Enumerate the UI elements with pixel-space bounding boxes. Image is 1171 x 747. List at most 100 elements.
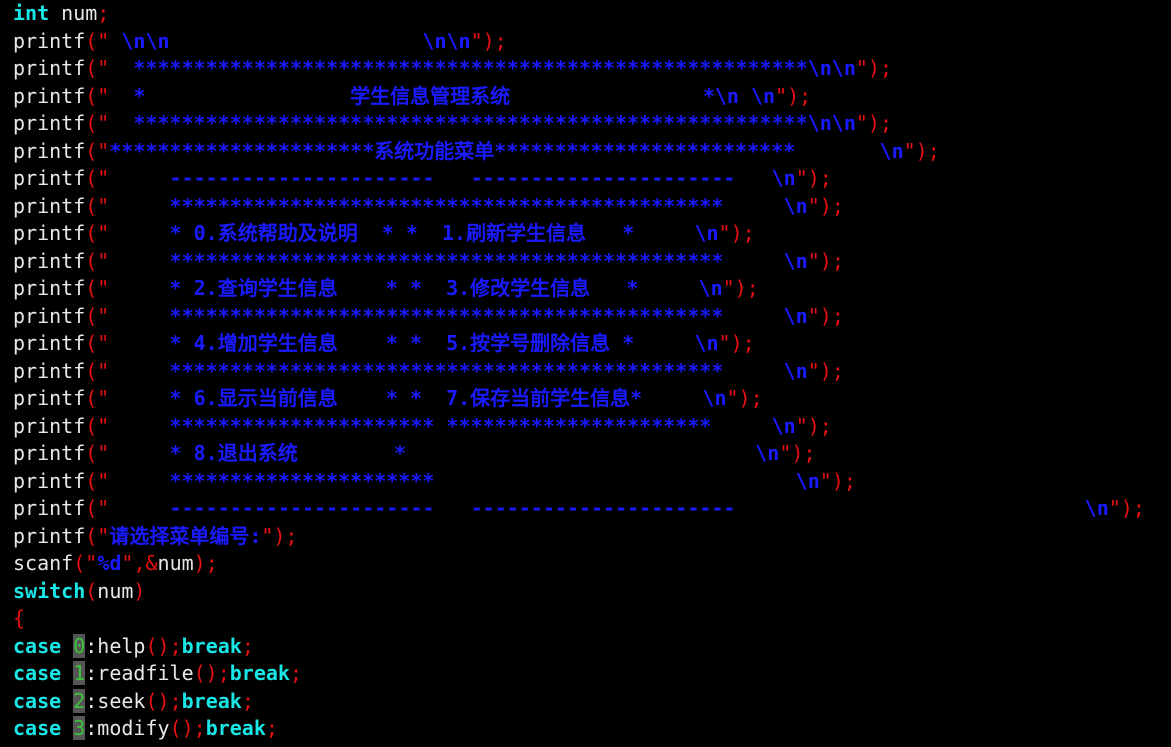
code-line: printf(" ---------------------- --------… (13, 495, 1171, 523)
code-line: { (13, 605, 1171, 633)
code-token: "); (722, 276, 759, 300)
code-line: printf("**********************系统功能菜单****… (13, 138, 1171, 166)
code-token: (" (85, 468, 110, 493)
code-token: \n\n \n\n (109, 28, 471, 53)
code-token: printf (13, 28, 86, 53)
code-token: ; (97, 1, 110, 25)
code-token: break (205, 716, 266, 740)
code-token: (" (85, 358, 110, 383)
code-token: ****************************************… (109, 193, 808, 218)
code-token: (); (169, 716, 206, 740)
code-token: "); (807, 193, 844, 218)
code-line: printf(" *******************************… (13, 303, 1171, 331)
code-line: printf(" *******************************… (13, 358, 1171, 386)
code-token: (" (85, 56, 110, 80)
code-token: ****************************************… (109, 248, 808, 273)
code-token: ********************** \n (109, 468, 820, 493)
code-token: break (181, 633, 242, 658)
code-line: case 0:help();break; (13, 633, 1171, 661)
code-token: 3 (73, 716, 86, 740)
code-line: printf(" ********************** ********… (13, 413, 1171, 441)
code-token: printf (13, 248, 86, 273)
code-token: printf (13, 331, 86, 355)
code-token: break (229, 661, 290, 685)
code-token: (" (85, 523, 110, 548)
code-token: scanf (13, 551, 74, 575)
code-token: ; (265, 716, 278, 740)
code-token (61, 716, 73, 740)
code-token: ****************************************… (109, 56, 856, 80)
code-token: ; (289, 661, 303, 685)
code-token: (); (193, 661, 230, 685)
code-token: "); (261, 523, 298, 548)
code-token: (" (85, 83, 110, 108)
code-token: (" (85, 441, 110, 465)
code-token (61, 661, 73, 685)
code-token: (); (145, 633, 182, 658)
code-token: (" (85, 221, 110, 245)
code-line: printf(" ********************** \n"); (13, 468, 1171, 496)
code-token: printf (13, 83, 86, 108)
code-token: (" (85, 331, 110, 355)
code-token: :modify (85, 716, 170, 740)
code-token: num (97, 578, 134, 603)
code-token: ; (241, 688, 254, 713)
code-token: (" (85, 276, 110, 300)
code-token: ; (241, 633, 254, 658)
code-line: case 2:seek();break; (13, 688, 1171, 716)
code-token: "); (855, 56, 893, 80)
code-token: ****************************************… (109, 111, 856, 135)
code-token: :seek (85, 688, 146, 713)
code-line: printf(" *******************************… (13, 110, 1171, 138)
code-token: printf (13, 468, 86, 493)
code-token: ********************** *****************… (109, 413, 796, 438)
code-token: * 8.退出系统 * \n (109, 441, 780, 465)
code-line: printf(" \n\n \n\n"); (13, 28, 1171, 56)
code-token: "); (807, 303, 844, 328)
code-token: "); (903, 138, 940, 163)
code-token: printf (13, 523, 86, 548)
code-token: "); (1108, 496, 1145, 520)
code-token: printf (13, 496, 86, 520)
code-token: ****************************************… (109, 303, 808, 328)
code-token: num (157, 551, 194, 575)
code-token: "); (807, 248, 844, 273)
code-token (61, 634, 73, 658)
code-token: "); (775, 83, 812, 108)
code-token: case (13, 633, 62, 658)
code-token: (" (85, 138, 110, 163)
code-token (61, 689, 73, 713)
code-token: printf (13, 413, 86, 438)
code-line: printf(" * 2.查询学生信息 * * 3.修改学生信息 * \n"); (13, 275, 1171, 303)
code-token: "); (795, 413, 832, 438)
code-token: break (181, 688, 242, 713)
code-token: (" (85, 248, 110, 273)
code-token: %d (97, 551, 122, 575)
code-token: ",& (121, 551, 158, 575)
code-line: printf("请选择菜单编号:"); (13, 523, 1171, 551)
code-token: * 2.查询学生信息 * * 3.修改学生信息 * \n (109, 276, 723, 300)
code-line: printf(" * 0.系统帮助及说明 * * 1.刷新学生信息 * \n")… (13, 220, 1171, 248)
code-token: * 学生信息管理系统 *\n \n (109, 83, 776, 108)
code-token: 1 (73, 661, 86, 685)
code-token: "); (726, 386, 763, 410)
code-token: printf (13, 193, 86, 218)
code-line: printf(" *******************************… (13, 55, 1171, 83)
code-token: (); (145, 688, 182, 713)
code-token: num (49, 1, 98, 25)
code-token: "); (470, 28, 507, 53)
code-line: printf(" * 4.增加学生信息 * * 5.按学号删除信息 * \n")… (13, 330, 1171, 358)
code-token: **********************系统功能菜单************… (109, 138, 904, 163)
code-token: printf (13, 166, 86, 190)
code-token: case (13, 688, 62, 713)
code-token: case (13, 661, 62, 685)
code-token: "); (779, 441, 816, 465)
code-token: int (13, 1, 50, 25)
code-token: "); (718, 331, 755, 355)
code-token: printf (13, 358, 86, 383)
code-line: scanf("%d",&num); (13, 550, 1171, 578)
code-token: (" (85, 303, 110, 328)
code-token: "); (819, 468, 856, 493)
code-line: case 1:readfile();break; (13, 660, 1171, 688)
code-token: (" (85, 28, 110, 53)
